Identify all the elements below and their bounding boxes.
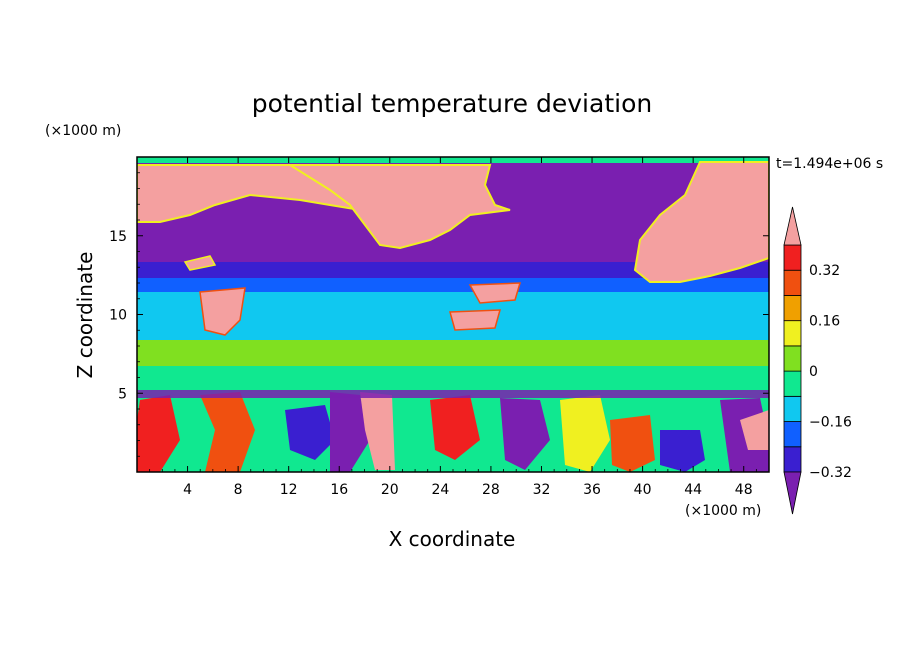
y-tick-label: 5 <box>118 386 127 402</box>
colorbar-segment <box>783 395 802 422</box>
pink-patch-mid3 <box>449 309 501 331</box>
pink-patch-mid <box>199 287 246 336</box>
blob-3 <box>285 405 335 460</box>
blob-10 <box>660 430 705 472</box>
colorbar-segment <box>783 421 802 448</box>
x-tick-label: 32 <box>533 482 551 498</box>
colorbar-segment <box>783 295 802 322</box>
blob-8 <box>560 395 610 472</box>
colorbar-segment <box>783 244 802 271</box>
colorbar-segment <box>783 345 802 372</box>
colorbar-segment <box>783 320 802 347</box>
y-axis-unit: (×1000 m) <box>45 123 121 139</box>
colorbar-label: −0.16 <box>809 415 852 431</box>
pink-patch-mid2 <box>468 282 522 304</box>
x-tick-label: 28 <box>482 482 500 498</box>
band-lower-violet-stripe <box>137 390 769 398</box>
x-tick-label: 36 <box>583 482 601 498</box>
x-tick-label: 20 <box>381 482 399 498</box>
y-axis-label: Z coordinate <box>73 252 97 379</box>
colorbar-segment <box>783 446 802 473</box>
colorbar-label: 0.16 <box>809 314 840 330</box>
x-tick-label: 24 <box>431 482 449 498</box>
blob-5 <box>360 392 395 470</box>
colorbar-label: −0.32 <box>809 465 852 481</box>
blob-2 <box>200 392 255 472</box>
time-label: t=1.494e+06 s <box>776 156 883 172</box>
x-tick-label: 40 <box>634 482 652 498</box>
x-tick-label: 44 <box>684 482 702 498</box>
colorbar-segment <box>783 269 802 296</box>
colorbar-label: 0 <box>809 364 818 380</box>
band-green-light <box>137 340 769 368</box>
y-tick-label: 15 <box>109 229 127 245</box>
x-tick-label: 12 <box>280 482 298 498</box>
x-axis-label: X coordinate <box>389 527 516 551</box>
x-tick-label: 48 <box>735 482 753 498</box>
y-axis-ticks: 5 10 15 <box>109 172 769 457</box>
y-tick-label: 10 <box>109 308 127 324</box>
band-top-stripe <box>137 157 769 163</box>
x-tick-label: 16 <box>330 482 348 498</box>
blob-4 <box>330 392 370 472</box>
blob-12 <box>740 410 769 450</box>
band-green <box>137 366 769 390</box>
blob-9 <box>610 415 655 472</box>
pink-region-right <box>633 161 769 283</box>
pink-region-center <box>286 164 511 250</box>
colorbar: 0.32 0.16 0 −0.16 −0.32 <box>783 206 852 515</box>
x-tick-label: 8 <box>234 482 243 498</box>
colorbar-segment <box>783 370 802 397</box>
colorbar-extend-high <box>783 206 802 246</box>
blob-1 <box>137 395 180 472</box>
blob-7 <box>500 398 550 470</box>
chart-title: potential temperature deviation <box>252 89 652 118</box>
colorbar-extend-low <box>783 471 802 515</box>
x-tick-label: 4 <box>183 482 192 498</box>
pink-patch-small <box>183 255 217 271</box>
colorbar-label: 0.32 <box>809 263 840 279</box>
contour-field <box>137 157 769 472</box>
x-axis-ticks: 4 8 12 16 20 24 28 32 36 40 44 48 <box>149 157 757 498</box>
x-axis-unit: (×1000 m) <box>685 503 761 519</box>
blob-6 <box>430 395 480 460</box>
